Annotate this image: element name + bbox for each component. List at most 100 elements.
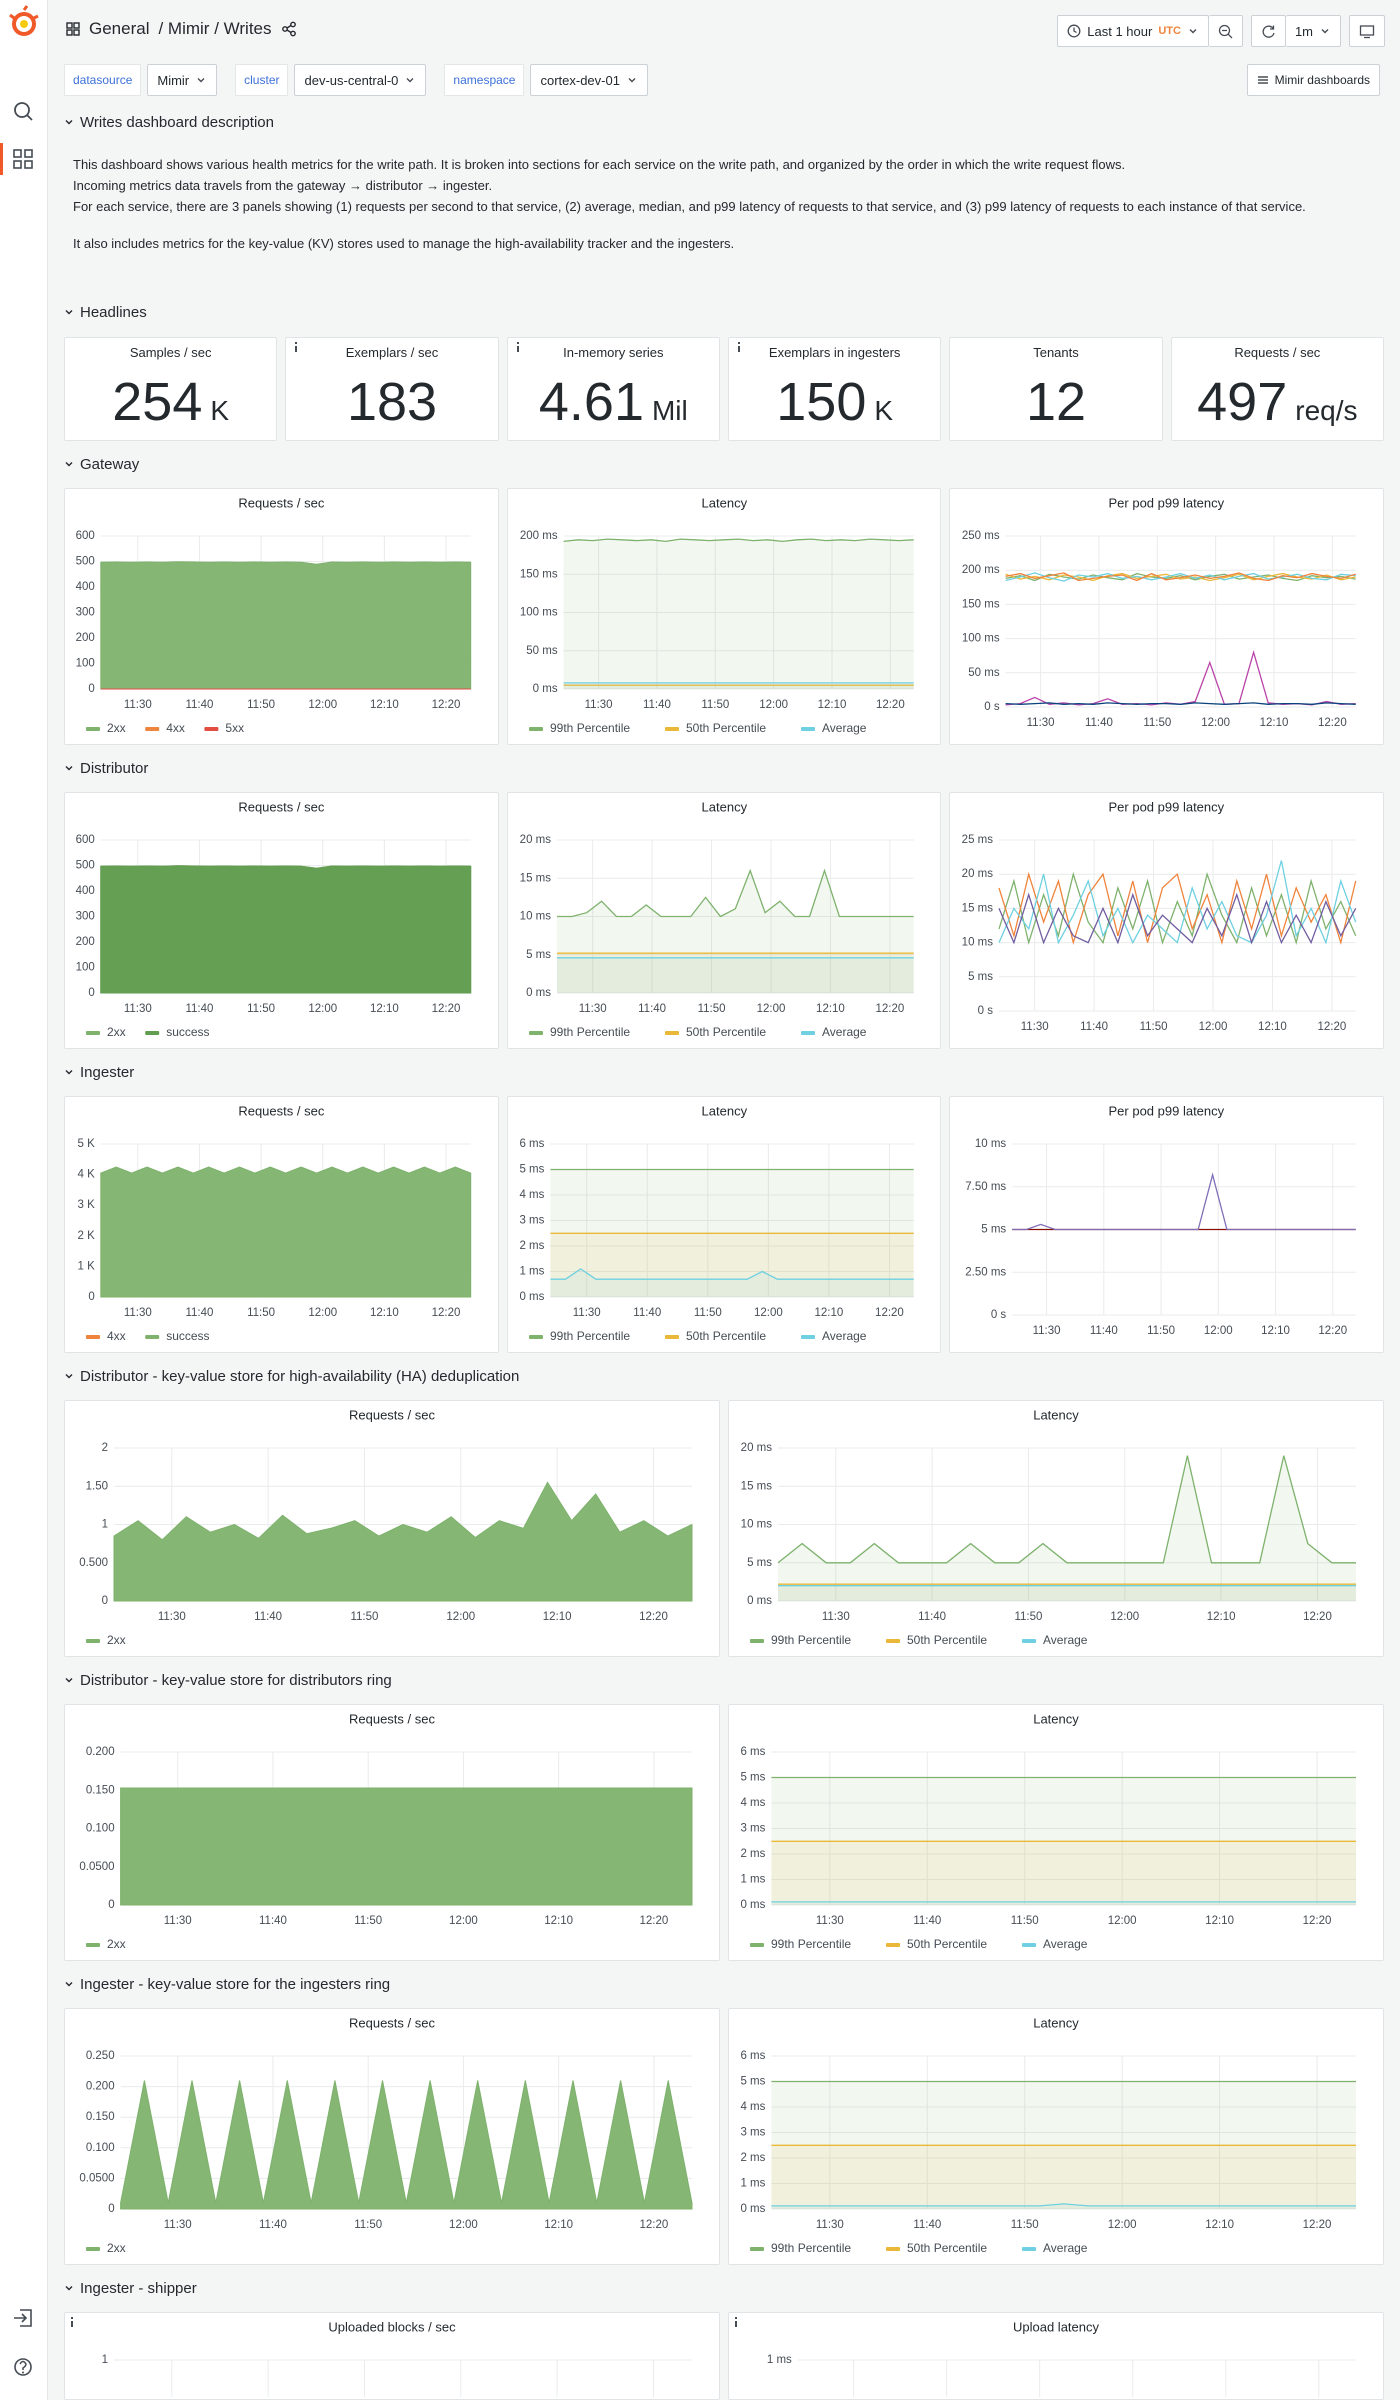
breadcrumb-folder[interactable]: General xyxy=(89,19,150,38)
series-fill xyxy=(771,1901,1356,1905)
panel: Requests / sec 0 1 K 2 K 3 K 4 K 5 K 11:30 11:40… xyxy=(64,1096,499,1353)
x-tick-label: 12:20 xyxy=(875,1307,904,1319)
x-tick-label: 11:50 xyxy=(350,1611,378,1623)
y-tick-label: 2.50 ms xyxy=(966,1266,1007,1278)
x-tick-label: 11:40 xyxy=(638,1003,666,1015)
zoom-out-button[interactable] xyxy=(1208,15,1243,47)
y-tick-label: 250 ms xyxy=(962,530,1000,542)
search-icon[interactable] xyxy=(14,102,33,121)
x-tick-label: 11:50 xyxy=(1147,1325,1175,1337)
legend-swatch xyxy=(528,727,543,731)
variable-select[interactable]: Mimir xyxy=(147,64,218,96)
legend-label: Average xyxy=(1043,1937,1088,1951)
x-tick-label: 12:10 xyxy=(816,1003,845,1015)
menu-icon-part xyxy=(1257,76,1268,84)
stat-value-box: 183 xyxy=(286,372,497,432)
panel-chart: Requests / sec 0 100 200 300 400 500 600 11:30 11… xyxy=(76,495,472,735)
legend-label: 50th Percentile xyxy=(686,1329,766,1343)
row-title[interactable]: Ingester - key-value store for the inges… xyxy=(64,1972,390,1996)
x-tick-label: 11:30 xyxy=(816,1915,844,1927)
share-icon-part-part xyxy=(286,24,291,34)
breadcrumb: General / Mimir / Writes xyxy=(66,19,297,39)
dashboard-grid-icon-part-part xyxy=(66,22,73,29)
y-tick-label: 10 ms xyxy=(519,911,551,923)
series-fill xyxy=(563,539,914,689)
panel-title: Requests / sec xyxy=(349,1407,435,1422)
info-icon xyxy=(516,342,519,352)
row-title-text: Distributor - key-value store for high-a… xyxy=(80,1367,520,1385)
x-tick-label: 11:30 xyxy=(164,1915,192,1927)
x-tick-label: 12:20 xyxy=(639,1611,668,1623)
active-indicator xyxy=(0,143,3,175)
series-fill xyxy=(550,1233,914,1297)
grafana-logo[interactable] xyxy=(9,5,39,36)
x-tick-label: 12:10 xyxy=(370,699,399,711)
y-tick-label: 0.150 xyxy=(86,2111,115,2123)
chevron xyxy=(628,78,636,83)
panel: Latency 0 ms 5 ms 10 ms 15 ms 20 ms 11:30 11:40… xyxy=(728,1400,1384,1657)
sign-in-icon-part xyxy=(20,2309,32,2327)
x-tick-label: 12:20 xyxy=(876,699,905,711)
row-title-text: Ingester - shipper xyxy=(80,2279,197,2297)
y-tick-label: 100 xyxy=(76,962,95,974)
x-tick-label: 12:00 xyxy=(759,699,788,711)
x-tick-label: 12:20 xyxy=(432,1003,461,1015)
sign-in-icon[interactable] xyxy=(14,2309,32,2327)
row-title[interactable]: Gateway xyxy=(64,452,139,476)
panel-title: Latency xyxy=(701,1103,747,1118)
series-fill xyxy=(778,1455,1356,1601)
series-line xyxy=(1005,702,1357,705)
chevron xyxy=(197,78,205,83)
row-title[interactable]: Headlines xyxy=(64,300,147,324)
row-title[interactable]: Distributor - key-value store for high-a… xyxy=(64,1364,519,1388)
x-tick-label: 12:00 xyxy=(756,1003,785,1015)
help-icon[interactable] xyxy=(14,2358,32,2376)
y-tick-label: 10 ms xyxy=(975,1138,1007,1150)
legend-label: 2xx xyxy=(107,1633,126,1647)
tv-mode-button[interactable] xyxy=(1349,15,1385,47)
row-title[interactable]: Ingester - shipper xyxy=(64,2276,197,2300)
stat-value-box: 497 req/s xyxy=(1172,372,1383,432)
row-title[interactable]: Writes dashboard description xyxy=(64,110,274,134)
dashboards-link[interactable]: Mimir dashboards xyxy=(1246,64,1380,96)
legend-swatch xyxy=(528,1335,543,1339)
x-tick-label: 11:40 xyxy=(1080,1021,1108,1033)
stat-unit: req/s xyxy=(1295,395,1358,426)
variable-select[interactable]: cortex-dev-01 xyxy=(530,64,648,96)
row-title[interactable]: Distributor - key-value store for distri… xyxy=(64,1668,392,1692)
stat-value-box: 150 K xyxy=(729,372,940,432)
x-tick-label: 11:50 xyxy=(1011,2219,1039,2231)
share-icon-part-part xyxy=(289,21,296,28)
x-tick-label: 11:50 xyxy=(1144,717,1172,729)
refresh-interval[interactable]: 1m xyxy=(1285,15,1341,47)
panel-title: Per pod p99 latency xyxy=(1109,495,1225,510)
grafana-logo-part xyxy=(12,12,36,36)
x-tick-label: 12:20 xyxy=(875,1003,904,1015)
row-chevron-shape xyxy=(65,2286,73,2291)
panel-chart: Per pod p99 latency 0 s 5 ms 10 ms 15 ms 20 m… xyxy=(962,799,1357,1033)
row-title[interactable]: Ingester xyxy=(64,1060,134,1084)
row-title[interactable]: Distributor xyxy=(64,756,148,780)
y-tick-label: 0 xyxy=(88,1291,94,1303)
x-tick-label: 11:40 xyxy=(913,1915,941,1927)
time-picker[interactable]: Last 1 hour UTC xyxy=(1057,15,1209,47)
x-tick-label: 11:40 xyxy=(259,1915,287,1927)
info-icon-stem xyxy=(516,346,519,352)
panel-title: Upload latency xyxy=(1013,2319,1099,2334)
y-tick-label: 2 xyxy=(102,1442,108,1454)
legend-label: Average xyxy=(1043,2241,1088,2255)
y-tick-label: 600 xyxy=(76,530,95,542)
variable-select[interactable]: dev-us-central-0 xyxy=(294,64,427,96)
y-tick-label: 5 ms xyxy=(747,1557,772,1569)
legend-label: 2xx xyxy=(107,1937,126,1951)
row-title-text: Writes dashboard description xyxy=(80,113,274,131)
refresh-button[interactable] xyxy=(1250,15,1286,47)
x-tick-label: 12:20 xyxy=(1319,1325,1348,1337)
dashboards-icon[interactable] xyxy=(13,149,33,169)
x-tick-label: 11:40 xyxy=(1090,1325,1118,1337)
variable-label: cluster xyxy=(235,64,289,96)
x-tick-label: 11:50 xyxy=(1011,1915,1039,1927)
share-icon[interactable] xyxy=(281,21,297,37)
x-tick-label: 11:50 xyxy=(697,1003,725,1015)
x-tick-label: 12:00 xyxy=(1202,717,1231,729)
